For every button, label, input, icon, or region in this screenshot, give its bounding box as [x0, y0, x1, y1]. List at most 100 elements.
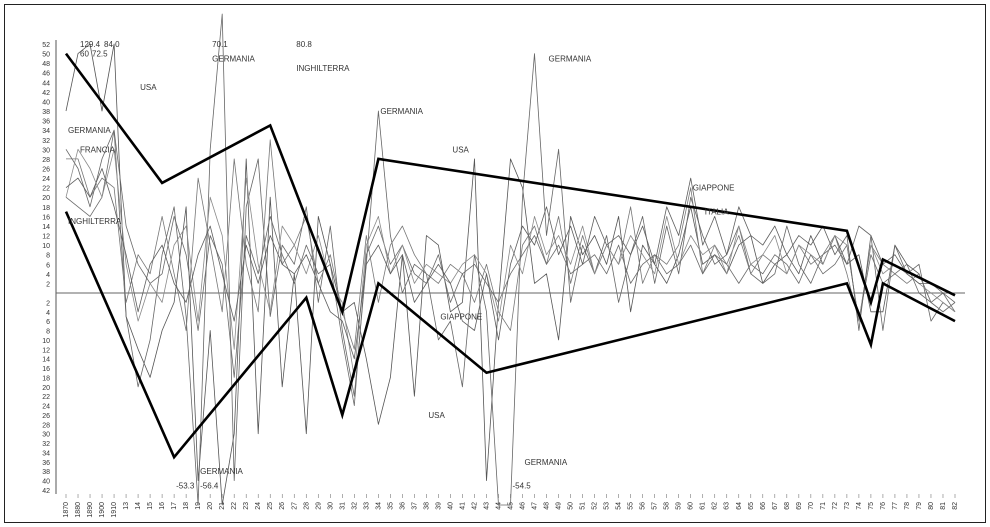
x-tick-label: 41: [459, 502, 466, 510]
x-tick-label: 22: [231, 502, 238, 510]
y-tick-label: 2: [46, 300, 50, 307]
y-tick-label: 36: [42, 119, 50, 126]
annotation-label: GIAPPONE: [440, 312, 482, 321]
x-tick-label: 72: [832, 502, 839, 510]
y-tick-label: 34: [42, 128, 50, 135]
x-tick-label: 42: [471, 502, 478, 510]
x-tick-label: 60: [688, 502, 695, 510]
y-tick-label: 2: [46, 281, 50, 288]
y-tick-label: 16: [42, 214, 50, 221]
x-tick-label: 59: [676, 502, 683, 510]
annotation-label: 72.5: [92, 50, 108, 59]
y-tick-label: 12: [42, 234, 50, 241]
x-tick-label: 74: [856, 502, 863, 510]
y-tick-label: 48: [42, 61, 50, 68]
y-tick-label: 50: [42, 52, 50, 59]
x-tick-label: 33: [363, 502, 370, 510]
annotation-label: INGHILTERRA: [296, 64, 350, 73]
axes: 5250484644424038363432302826242220181614…: [42, 40, 965, 518]
y-tick-label: 4: [46, 272, 50, 279]
y-tick-label: 44: [42, 80, 50, 87]
x-tick-label: 38: [423, 502, 430, 510]
x-tick-label: 81: [940, 502, 947, 510]
annotation-label: GERMANIA: [380, 107, 423, 116]
envelope-layer: [64, 52, 956, 460]
x-tick-label: 1890: [87, 502, 94, 518]
x-tick-label: 80: [928, 502, 935, 510]
x-tick-label: 28: [303, 502, 310, 510]
y-tick-label: 26: [42, 413, 50, 420]
annotation-label: ITALIA: [705, 208, 730, 217]
x-tick-label: 65: [748, 502, 755, 510]
annotation-label: GIAPPONE: [693, 184, 735, 193]
y-tick-label: 12: [42, 347, 50, 354]
series-line: [65, 43, 956, 506]
x-tick-label: 23: [243, 502, 250, 510]
annotation-label: FRANCIA: [80, 145, 116, 154]
x-tick-label: 40: [447, 502, 454, 510]
y-tick-label: 28: [42, 157, 50, 164]
x-tick-label: 57: [652, 502, 659, 510]
x-tick-label: 48: [544, 502, 551, 510]
x-tick-label: 54: [616, 502, 623, 510]
y-tick-label: 42: [42, 488, 50, 495]
annotation-label: USA: [428, 411, 445, 420]
annotation-label: 60: [80, 50, 89, 59]
x-tick-label: 1910: [111, 502, 118, 518]
annotations: 129.460 72.584.0 70.1 GERMANIA 80.8 INGHILTER…: [68, 40, 734, 490]
x-tick-label: 75: [868, 502, 875, 510]
x-tick-label: 52: [592, 502, 599, 510]
x-tick-label: 24: [255, 502, 262, 510]
series-line: [65, 148, 956, 378]
y-tick-label: 34: [42, 450, 50, 457]
annotation-label: USA: [140, 83, 157, 92]
y-tick-label: 8: [46, 253, 50, 260]
y-tick-label: 52: [42, 42, 50, 49]
x-tick-label: 77: [892, 502, 899, 510]
x-tick-label: 64: [736, 502, 743, 510]
x-tick-label: 16: [159, 502, 166, 510]
y-tick-label: 30: [42, 147, 50, 154]
annotation-label: 70.1: [212, 40, 228, 49]
x-tick-label: 15: [147, 502, 154, 510]
x-tick-label: 63: [724, 502, 731, 510]
y-tick-label: 20: [42, 385, 50, 392]
x-tick-label: 49: [556, 502, 563, 510]
annotation-label: -56.4: [200, 481, 219, 490]
annotation-label: -53.3: [176, 481, 195, 490]
x-tick-label: 35: [387, 502, 394, 510]
y-tick-label: 22: [42, 186, 50, 193]
x-tick-label: 26: [279, 502, 286, 510]
y-tick-label: 32: [42, 441, 50, 448]
x-tick-label: 61: [700, 502, 707, 510]
x-tick-label: 56: [640, 502, 647, 510]
envelope-lower-line: [64, 211, 956, 460]
annotation-label: GERMANIA: [212, 54, 255, 63]
x-tick-label: 36: [399, 502, 406, 510]
annotation-label: GERMANIA: [68, 126, 111, 135]
x-tick-label: 18: [183, 502, 190, 510]
annotation-label: GERMANIA: [525, 458, 568, 467]
annotation-label: GERMANIA: [549, 54, 592, 63]
x-tick-label: 27: [291, 502, 298, 510]
series-layer: [65, 13, 956, 506]
x-tick-label: 25: [267, 502, 274, 510]
x-tick-label: 39: [435, 502, 442, 510]
y-tick-label: 10: [42, 338, 50, 345]
x-tick-label: 66: [760, 502, 767, 510]
y-tick-label: 18: [42, 375, 50, 382]
y-tick-label: 6: [46, 262, 50, 269]
y-tick-label: 14: [42, 357, 50, 364]
annotation-label: 80.8: [296, 40, 312, 49]
x-tick-label: 70: [808, 502, 815, 510]
x-tick-label: 13: [123, 502, 130, 510]
y-tick-label: 40: [42, 99, 50, 106]
y-tick-label: 24: [42, 176, 50, 183]
envelope-upper-line: [64, 52, 956, 317]
x-tick-label: 29: [315, 502, 322, 510]
x-tick-label: 1870: [63, 502, 70, 518]
series-line: [65, 168, 956, 360]
y-tick-label: 24: [42, 404, 50, 411]
x-tick-label: 1880: [75, 502, 82, 518]
